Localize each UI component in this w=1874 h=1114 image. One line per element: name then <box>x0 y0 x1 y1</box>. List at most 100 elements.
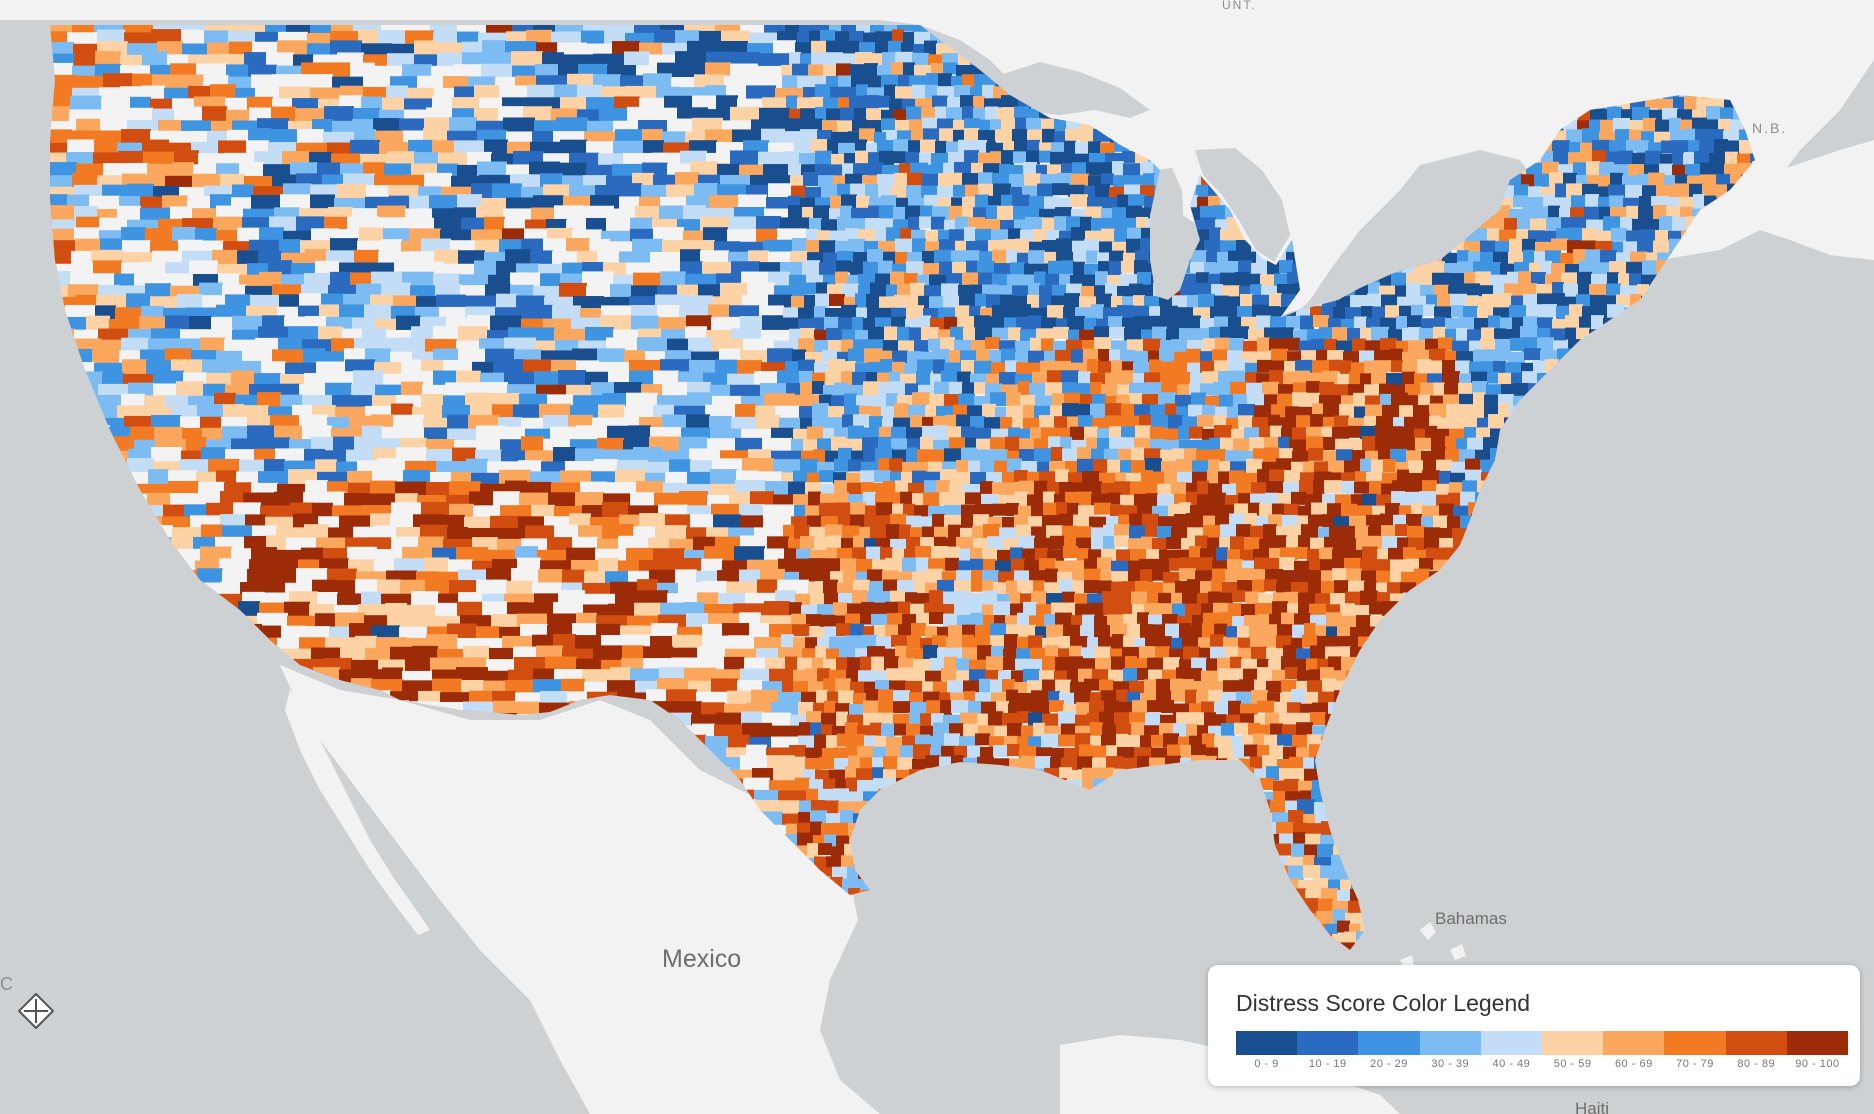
county-cell[interactable] <box>968 460 981 474</box>
county-cell[interactable] <box>990 437 1006 450</box>
county-cell[interactable] <box>941 283 959 297</box>
county-cell[interactable] <box>925 84 938 99</box>
county-cell[interactable] <box>863 447 876 464</box>
county-cell[interactable] <box>1006 502 1019 516</box>
county-cell[interactable] <box>953 491 966 507</box>
county-cell[interactable] <box>1522 371 1538 385</box>
county-cell[interactable] <box>1186 348 1201 363</box>
county-cell[interactable] <box>1123 163 1141 178</box>
county-cell[interactable] <box>935 106 947 121</box>
county-cell[interactable] <box>1467 437 1484 450</box>
county-cell[interactable] <box>1355 525 1369 539</box>
county-cell[interactable] <box>1151 415 1169 429</box>
county-cell[interactable] <box>985 337 1000 350</box>
county-cell[interactable] <box>1392 480 1407 493</box>
county-cell[interactable] <box>1071 227 1086 243</box>
county-cell[interactable] <box>881 118 896 131</box>
county-cell[interactable] <box>1308 447 1324 461</box>
county-cell[interactable] <box>1276 458 1292 471</box>
county-cell[interactable] <box>1694 151 1710 165</box>
county-cell[interactable] <box>931 449 945 463</box>
county-cell[interactable] <box>1607 106 1622 121</box>
county-cell[interactable] <box>1070 194 1088 208</box>
county-cell[interactable] <box>1077 447 1092 461</box>
county-cell[interactable] <box>828 359 845 372</box>
county-cell[interactable] <box>962 106 974 122</box>
county-cell[interactable] <box>1433 515 1448 529</box>
county-cell[interactable] <box>855 139 867 153</box>
county-cell[interactable] <box>1688 140 1700 153</box>
county-cell[interactable] <box>1042 128 1055 144</box>
county-cell[interactable] <box>983 558 996 571</box>
county-cell[interactable] <box>812 21 830 34</box>
county-cell[interactable] <box>894 172 908 187</box>
county-cell[interactable] <box>1251 482 1267 496</box>
county-cell[interactable] <box>850 502 866 517</box>
county-cell[interactable] <box>856 84 868 97</box>
county-cell[interactable] <box>1504 217 1518 230</box>
county-cell[interactable] <box>1456 328 1468 343</box>
county-cell[interactable] <box>849 95 865 109</box>
county-cell[interactable] <box>1122 150 1136 163</box>
county-cell[interactable] <box>1006 250 1018 263</box>
county-cell[interactable] <box>1369 480 1382 496</box>
county-cell[interactable] <box>853 163 869 176</box>
county-cell[interactable] <box>1054 131 1066 146</box>
county-cell[interactable] <box>875 229 887 242</box>
county-cell[interactable] <box>1001 95 1019 108</box>
county-cell[interactable] <box>964 227 976 242</box>
county-cell[interactable] <box>1166 537 1182 550</box>
county-cell[interactable] <box>1422 480 1437 493</box>
county-cell[interactable] <box>797 32 810 45</box>
county-cell[interactable] <box>853 414 870 427</box>
county-cell[interactable] <box>1272 503 1285 516</box>
county-cell[interactable] <box>1672 216 1687 231</box>
county-cell[interactable] <box>966 260 978 273</box>
county-cell[interactable] <box>1030 337 1042 353</box>
county-cell[interactable] <box>1542 304 1557 318</box>
county-cell[interactable] <box>1632 152 1646 168</box>
county-cell[interactable] <box>1497 348 1509 361</box>
county-cell[interactable] <box>1447 516 1461 529</box>
county-cell[interactable] <box>819 240 836 254</box>
county-cell[interactable] <box>897 326 910 342</box>
county-cell[interactable] <box>1313 480 1325 497</box>
county-cell[interactable] <box>1446 403 1460 418</box>
county-cell[interactable] <box>906 106 922 123</box>
county-cell[interactable] <box>1399 405 1414 418</box>
county-cell[interactable] <box>937 186 954 199</box>
county-cell[interactable] <box>964 128 979 144</box>
county-cell[interactable] <box>1609 261 1627 274</box>
county-cell[interactable] <box>1436 483 1450 496</box>
county-cell[interactable] <box>1101 228 1115 242</box>
county-cell[interactable] <box>838 97 850 110</box>
county-cell[interactable] <box>1648 172 1665 186</box>
county-cell[interactable] <box>909 75 927 88</box>
county-cell[interactable] <box>1142 513 1159 526</box>
county-cell[interactable] <box>1375 436 1390 451</box>
county-cell[interactable] <box>978 172 993 185</box>
county-cell[interactable] <box>889 98 903 111</box>
county-cell[interactable] <box>834 480 848 494</box>
county-cell[interactable] <box>1323 436 1336 450</box>
county-cell[interactable] <box>1391 491 1405 506</box>
county-cell[interactable] <box>836 63 851 77</box>
county-cell[interactable] <box>938 73 952 90</box>
county-cell[interactable] <box>924 285 942 298</box>
county-cell[interactable] <box>1524 348 1541 361</box>
county-cell[interactable] <box>1279 260 1293 274</box>
county-cell[interactable] <box>800 536 815 550</box>
county-cell[interactable] <box>1032 371 1048 384</box>
county-cell[interactable] <box>1438 337 1453 351</box>
county-cell[interactable] <box>1050 151 1064 166</box>
county-cell[interactable] <box>1360 327 1372 340</box>
county-cell[interactable] <box>1000 417 1013 430</box>
county-cell[interactable] <box>1026 117 1042 132</box>
county-cell[interactable] <box>830 86 846 101</box>
county-cell[interactable] <box>1051 447 1063 462</box>
county-cell[interactable] <box>844 152 856 165</box>
county-cell[interactable] <box>963 327 976 340</box>
county-cell[interactable] <box>1296 546 1308 559</box>
county-cell[interactable] <box>1236 326 1249 340</box>
